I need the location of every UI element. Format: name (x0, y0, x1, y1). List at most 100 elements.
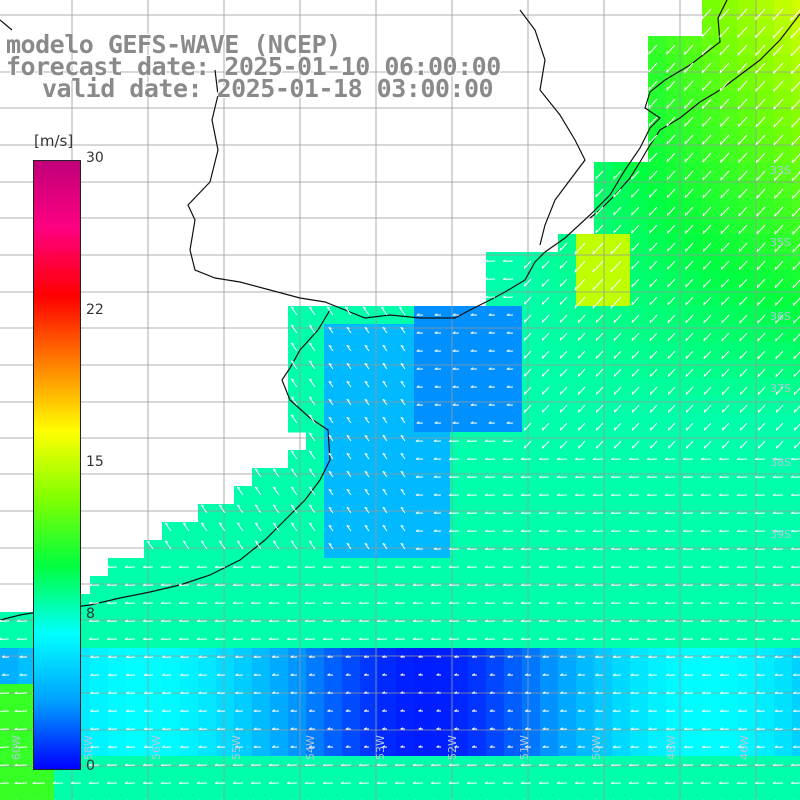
wind-arrow-head (308, 727, 312, 730)
wind-arrow (684, 98, 694, 109)
wind-arrow (346, 398, 352, 406)
wind-arrow (346, 488, 352, 496)
wind-arrow-head (198, 673, 202, 676)
wind-arrow-head (328, 452, 332, 456)
wind-arrow-head (412, 619, 416, 622)
wind-arrow (308, 486, 316, 496)
wind-arrow-head (574, 475, 578, 478)
wind-arrow-head (19, 673, 23, 676)
wind-arrow-head (648, 212, 651, 216)
wind-cell (180, 774, 199, 793)
wind-arrow (686, 440, 694, 449)
wind-cell (90, 666, 109, 685)
wind-cell (522, 648, 541, 667)
wind-arrow-head (754, 16, 757, 21)
wind-arrow-head (648, 176, 651, 180)
wind-arrow (32, 782, 46, 785)
wind-arrow-head (685, 337, 688, 342)
wind-arrow-head (756, 195, 758, 199)
wind-arrow-head (520, 763, 524, 766)
wind-cell (234, 648, 253, 667)
wind-arrow-head (574, 763, 578, 766)
wind-cell (306, 756, 325, 775)
wind-cell (702, 648, 721, 667)
wind-cell (558, 450, 577, 469)
wind-arrow-head (630, 176, 633, 180)
wind-arrow (701, 8, 712, 20)
wind-arrow-head (646, 547, 650, 550)
wind-cell (720, 738, 739, 757)
wind-cell (342, 396, 361, 415)
wind-arrow (631, 170, 640, 180)
wind-arrow (0, 710, 10, 712)
wind-arrow-head (290, 414, 295, 417)
wind-arrow (755, 62, 766, 74)
longitude-labels: 60W 58W 56W 55W 54W 53W 52W 51W 50W 48W 46W (10, 735, 751, 760)
wind-arrow-head (664, 583, 668, 586)
wind-arrow-head (664, 475, 668, 478)
wind-arrow-head (430, 637, 434, 640)
wind-arrow-head (250, 565, 254, 568)
wind-cell (306, 666, 325, 685)
wind-cell (540, 504, 559, 523)
wind-cell (612, 504, 631, 523)
wind-cell (144, 756, 163, 775)
wind-cell (198, 702, 217, 721)
wind-cell (216, 612, 235, 631)
wind-cell (684, 666, 703, 685)
wind-cell (342, 756, 361, 775)
wind-arrow (739, 404, 748, 413)
wind-arrow (382, 326, 388, 334)
wind-cell (342, 612, 361, 631)
wind-arrow-head (595, 691, 599, 694)
wind-arrow (755, 80, 766, 92)
wind-arrow (737, 62, 748, 74)
wind-arrow (272, 486, 280, 496)
wind-arrow-head (16, 619, 20, 622)
wind-cell (234, 558, 253, 577)
wind-arrow-head (400, 434, 404, 438)
wind-arrow (290, 486, 298, 496)
wind-cell (684, 468, 703, 487)
wind-cell (414, 396, 433, 415)
wind-arrow-head (471, 691, 476, 694)
wind-arrow-head (559, 265, 562, 269)
wind-arrow-head (345, 655, 349, 658)
wind-arrow-head (592, 619, 596, 622)
wind-cell (630, 666, 649, 685)
wind-arrow (400, 470, 406, 478)
wind-cell (612, 630, 631, 649)
wind-arrow-head (400, 673, 404, 676)
wind-arrow-head (574, 547, 578, 550)
wind-arrow-head (648, 194, 651, 198)
wind-arrow-head (772, 493, 776, 496)
wind-arrow (364, 380, 370, 388)
wind-arrow-head (592, 287, 595, 291)
wind-cell (684, 612, 703, 631)
wind-arrow-head (772, 565, 776, 568)
wind-cell (414, 738, 433, 757)
wind-arrow (182, 522, 190, 532)
wind-arrow-head (470, 367, 474, 370)
wind-arrow-head (738, 727, 742, 730)
wind-arrow (364, 470, 370, 478)
wind-cell (126, 720, 145, 739)
wind-arrow (703, 296, 712, 306)
wind-cell (180, 702, 199, 721)
wind-arrow-head (0, 619, 2, 622)
wind-arrow-head (666, 194, 669, 198)
wind-arrow (667, 242, 676, 252)
wind-cell (306, 792, 325, 800)
longitude-label: 48W (665, 735, 678, 760)
wind-arrow-head (448, 529, 452, 532)
wind-cell (360, 612, 379, 631)
wind-arrow-head (721, 302, 723, 306)
wind-cell (504, 540, 523, 559)
wind-arrow-head (376, 637, 380, 640)
wind-arrow (704, 440, 712, 449)
wind-cell (144, 666, 163, 685)
wind-arrow-head (683, 673, 688, 676)
wind-arrow-head (703, 445, 706, 449)
wind-arrow-head (682, 529, 686, 532)
wind-cell (774, 756, 793, 775)
